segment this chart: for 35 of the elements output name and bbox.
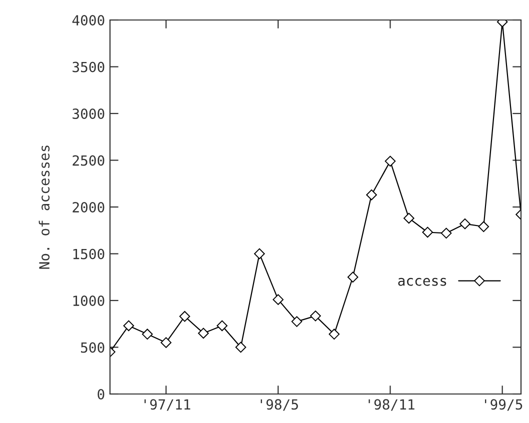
point — [291, 316, 302, 327]
point — [272, 294, 284, 305]
point — [198, 328, 209, 339]
point — [347, 272, 358, 283]
x-tick-label: '99/5 — [484, 399, 522, 411]
y-tick-label: 0 — [98, 389, 104, 400]
x-tick-label: '98/5 — [260, 399, 298, 411]
point — [179, 311, 190, 322]
point — [160, 337, 172, 348]
y-tick-label: 1000 — [73, 296, 104, 306]
point — [478, 221, 490, 232]
point — [328, 328, 340, 340]
point — [142, 328, 153, 340]
point — [254, 248, 265, 260]
point — [422, 226, 433, 238]
point — [123, 320, 134, 332]
point — [310, 310, 321, 322]
y-axis-title: No. of accesses — [38, 146, 50, 269]
x-tick-label: '98/11 — [368, 399, 414, 411]
y-tick-label: 3000 — [72, 108, 104, 120]
point — [404, 212, 414, 224]
y-tick-label: 500 — [81, 342, 104, 353]
y-tick-label: 2500 — [72, 155, 104, 166]
point — [366, 189, 377, 200]
point — [216, 320, 228, 332]
x-tick-label: '97/11 — [144, 399, 190, 411]
point — [440, 228, 452, 239]
y-tick-label: 2000 — [72, 202, 104, 213]
y-tick-label: 1500 — [73, 248, 104, 260]
point — [460, 218, 470, 230]
legend-label: access — [398, 278, 446, 286]
point — [384, 156, 396, 167]
point — [235, 342, 246, 353]
y-tick-label: 3500 — [72, 62, 104, 72]
y-tick-label: 4000 — [72, 15, 104, 26]
